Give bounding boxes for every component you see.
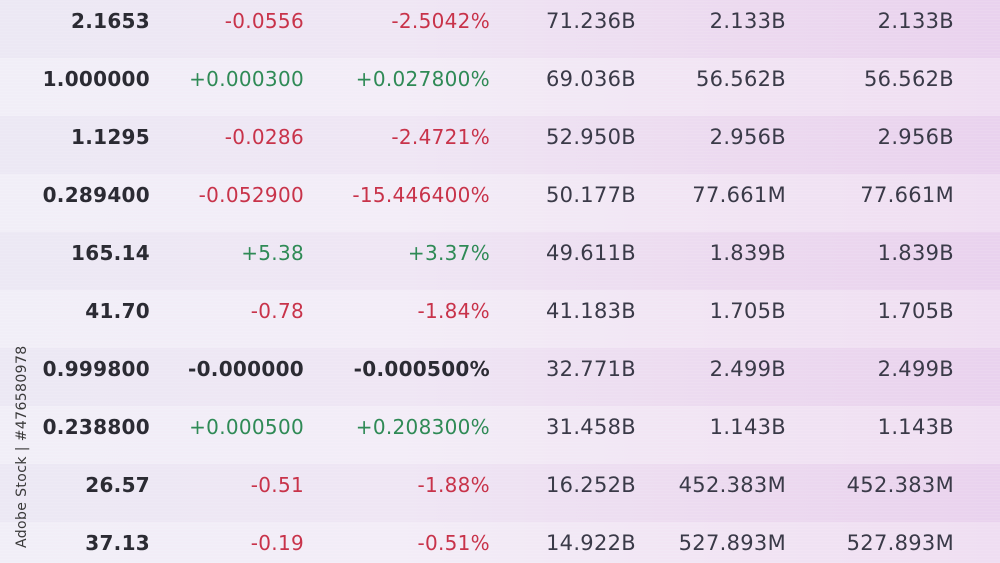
value-cell-3: 2.956B	[877, 125, 954, 149]
value-cell-2: 527.893M	[678, 531, 786, 555]
value-cell-2: 1.705B	[709, 299, 786, 323]
change-cell: -0.052900	[198, 183, 304, 207]
table-row[interactable]: 1.1295 -0.0286 -2.4721% 52.950B 2.956B 2.956B	[0, 116, 1000, 174]
change-cell: +5.38	[241, 241, 304, 265]
value-cell-1: 52.950B	[546, 125, 636, 149]
price-cell: 2.1653	[71, 9, 150, 33]
value-cell-2: 2.499B	[709, 357, 786, 381]
value-cell-1: 71.236B	[546, 9, 636, 33]
value-cell-3: 1.143B	[877, 415, 954, 439]
value-cell-2: 1.143B	[709, 415, 786, 439]
price-cell: 1.000000	[42, 67, 150, 91]
value-cell-3: 2.133B	[877, 9, 954, 33]
change-cell: -0.0286	[224, 125, 304, 149]
value-cell-1: 14.922B	[546, 531, 636, 555]
value-cell-3: 2.499B	[877, 357, 954, 381]
table-row[interactable]: 41.70 -0.78 -1.84% 41.183B 1.705B 1.705B	[0, 290, 1000, 348]
price-cell: 41.70	[85, 299, 150, 323]
change-cell: -0.0556	[224, 9, 304, 33]
change-percent-cell: -1.84%	[417, 299, 490, 323]
value-cell-1: 69.036B	[546, 67, 636, 91]
change-percent-cell: -2.4721%	[391, 125, 490, 149]
change-cell: -0.000000	[187, 357, 304, 381]
price-cell: 0.999800	[42, 357, 150, 381]
change-percent-cell: -0.51%	[417, 531, 490, 555]
value-cell-2: 1.839B	[709, 241, 786, 265]
change-percent-cell: +3.37%	[407, 241, 490, 265]
value-cell-3: 56.562B	[864, 67, 954, 91]
change-cell: +0.000300	[189, 67, 304, 91]
change-cell: +0.000500	[189, 415, 304, 439]
change-cell: -0.19	[250, 531, 304, 555]
value-cell-1: 50.177B	[546, 183, 636, 207]
value-cell-2: 77.661M	[692, 183, 786, 207]
table-row[interactable]: 1.000000 +0.000300 +0.027800% 69.036B 56.562…	[0, 58, 1000, 116]
price-cell: 1.1295	[71, 125, 150, 149]
price-cell: 26.57	[85, 473, 150, 497]
value-cell-1: 41.183B	[546, 299, 636, 323]
value-cell-3: 1.839B	[877, 241, 954, 265]
change-percent-cell: +0.027800%	[355, 67, 490, 91]
price-cell: 0.289400	[42, 183, 150, 207]
value-cell-2: 2.956B	[709, 125, 786, 149]
price-cell: 37.13	[85, 531, 150, 555]
value-cell-3: 77.661M	[860, 183, 954, 207]
stock-watermark: Adobe Stock | #476580978	[14, 345, 30, 548]
table-row[interactable]: 26.57 -0.51 -1.88% 16.252B 452.383M 452.383M	[0, 464, 1000, 522]
change-percent-cell: -0.000500%	[353, 357, 490, 381]
change-percent-cell: -2.5042%	[391, 9, 490, 33]
change-cell: -0.51	[250, 473, 304, 497]
value-cell-3: 1.705B	[877, 299, 954, 323]
change-cell: -0.78	[250, 299, 304, 323]
value-cell-1: 16.252B	[546, 473, 636, 497]
table-row[interactable]: 37.13 -0.19 -0.51% 14.922B 527.893M 527.893M	[0, 522, 1000, 563]
value-cell-2: 452.383M	[678, 473, 786, 497]
table-row[interactable]: 0.238800 +0.000500 +0.208300% 31.458B 1.143B…	[0, 406, 1000, 464]
price-cell: 0.238800	[42, 415, 150, 439]
table-row[interactable]: 2.1653 -0.0556 -2.5042% 71.236B 2.133B 2.133B	[0, 0, 1000, 58]
change-percent-cell: +0.208300%	[355, 415, 490, 439]
value-cell-1: 31.458B	[546, 415, 636, 439]
value-cell-1: 32.771B	[546, 357, 636, 381]
value-cell-2: 2.133B	[709, 9, 786, 33]
value-cell-3: 527.893M	[846, 531, 954, 555]
table-row[interactable]: 0.289400 -0.052900 -15.446400% 50.177B 77.66…	[0, 174, 1000, 232]
price-cell: 165.14	[71, 241, 150, 265]
table-row[interactable]: 0.999800 -0.000000 -0.000500% 32.771B 2.499B…	[0, 348, 1000, 406]
change-percent-cell: -1.88%	[417, 473, 490, 497]
change-percent-cell: -15.446400%	[352, 183, 490, 207]
value-cell-3: 452.383M	[846, 473, 954, 497]
value-cell-1: 49.611B	[546, 241, 636, 265]
table-row[interactable]: 165.14 +5.38 +3.37% 49.611B 1.839B 1.839B	[0, 232, 1000, 290]
value-cell-2: 56.562B	[696, 67, 786, 91]
